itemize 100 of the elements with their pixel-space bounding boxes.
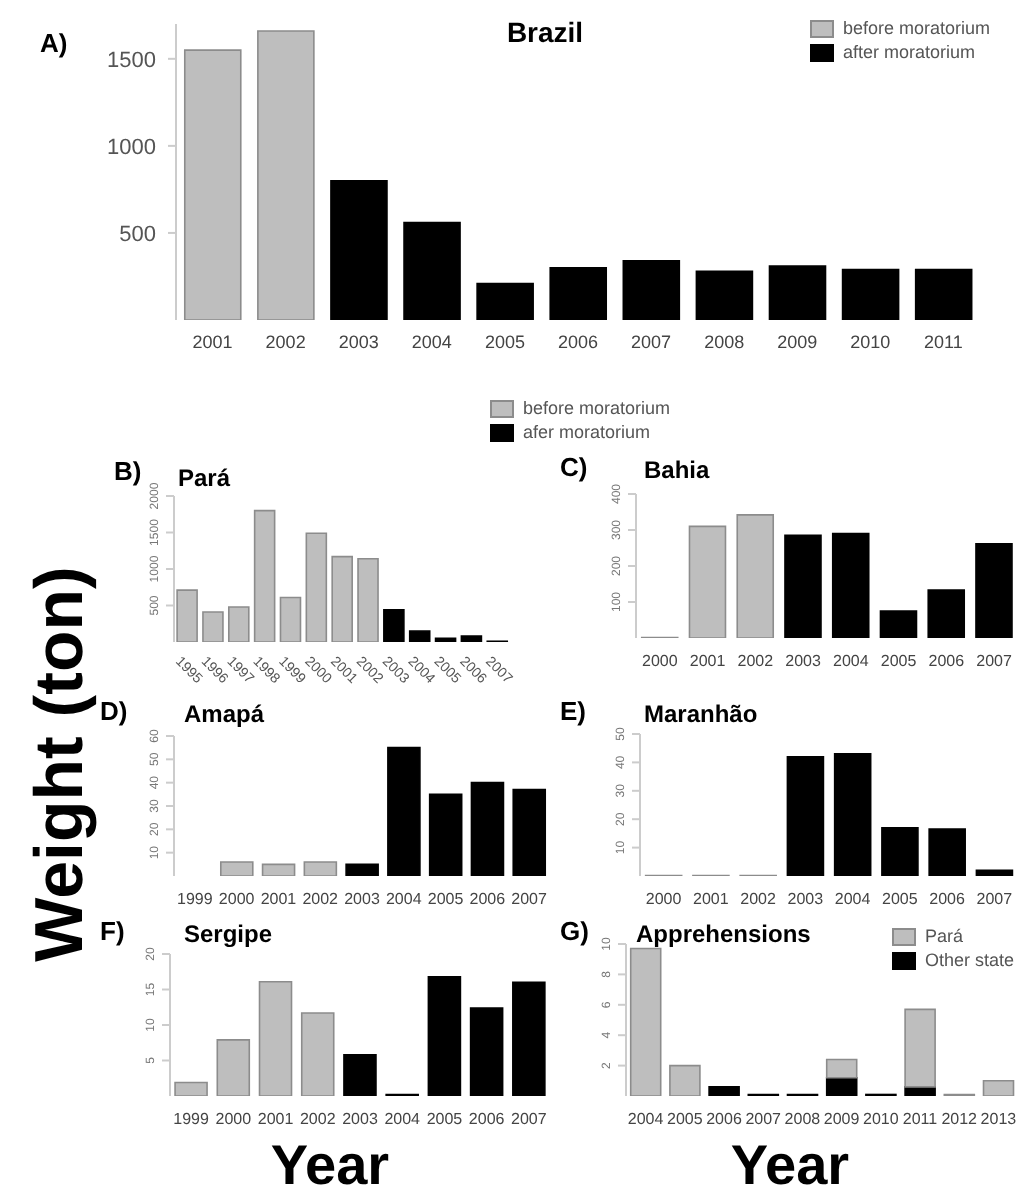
x-tick-label: 2000 [642,652,679,670]
bar [975,869,1014,876]
x-tick-label: 2001 [257,1110,295,1128]
x-tick-label: 2003 [342,1110,379,1128]
x-tick-label: 2005 [427,890,465,908]
bar [469,1007,504,1096]
bar [227,606,250,642]
bar [549,266,608,320]
bar [176,589,198,642]
chart-title: Maranhão [644,700,758,728]
x-tick-label: 2004 [627,1110,665,1128]
x-tick-label: 2009 [777,332,818,352]
y-tick-label: 1000 [107,135,156,160]
x-tick-label: 2011 [902,1110,939,1128]
x-tick-label: 2001 [689,652,727,670]
bar [403,221,461,320]
bar [512,788,547,876]
legend-label: after moratorium [840,40,977,64]
x-tick-label: 2003 [338,332,379,352]
x-tick-label: 2004 [384,1110,422,1128]
text: E) [560,696,586,726]
bar [383,609,405,642]
bar [408,630,431,642]
bar [470,781,505,876]
y-tick-label: 1500 [107,48,156,73]
bar [345,863,379,876]
x-tick-label: 2005 [882,890,919,908]
bar [300,1012,335,1096]
legend-label: before moratorium [520,396,670,420]
x-tick-label: 2004 [834,890,872,908]
bar [330,179,388,320]
x-tick-label: 2008 [784,1110,822,1128]
x-tick-label: 2004 [833,652,870,670]
x-tick-label: 2002 [737,652,775,670]
bar [219,861,254,876]
x-tick-label: 2007 [976,890,1014,908]
bar [427,975,462,1096]
chart-title: Brazil [506,16,584,48]
x-axis-title: Year [268,1134,392,1194]
chart-title: Amapá [184,700,265,728]
bar [841,268,900,320]
bar [305,532,328,642]
x-tick-label: 2012 [941,1110,979,1128]
bar [833,753,872,876]
x-axis-title: Year [728,1134,852,1194]
chart-title: Sergipe [184,920,273,948]
bar [982,1080,1015,1096]
bar [669,1064,701,1096]
bar [343,1054,377,1096]
x-tick-label: 2010 [850,332,891,352]
bar [708,1086,740,1096]
bar [253,509,276,642]
bar [914,268,973,320]
bar [476,282,534,320]
bar [784,534,822,638]
bar [928,828,966,876]
x-tick-label: 2004 [385,890,423,908]
x-tick-label: 2002 [299,1110,337,1128]
bar [428,793,463,876]
bar [927,589,966,638]
x-tick-label: 2008 [704,332,745,352]
text: A) [40,28,68,58]
x-tick-label: 2002 [265,332,306,352]
bar [622,260,681,320]
x-tick-label: 2006 [557,332,599,352]
bar [768,265,827,320]
bar [825,1058,858,1079]
bar [881,826,919,876]
bar [688,525,727,638]
bar [695,270,754,320]
legend-label: before moratorium [840,16,990,40]
bar [825,1076,858,1096]
x-tick-label: 2004 [411,332,452,352]
x-tick-label: 2005 [426,1110,464,1128]
x-tick-label: 2000 [645,890,683,908]
x-tick-label: 2013 [980,1110,1018,1128]
legend-label: Pará [922,924,965,948]
x-tick-label: 2000 [215,1110,253,1128]
bar [512,981,546,1096]
bar [387,746,421,876]
bar [216,1039,251,1096]
text: C) [560,452,588,482]
x-tick-label: 2010 [863,1110,900,1128]
bar [736,514,775,638]
x-tick-label: 2007 [976,652,1014,670]
x-tick-label: 2005 [667,1110,704,1128]
x-tick-label: 2002 [740,890,778,908]
x-tick-label: 2007 [511,1110,548,1128]
legend-label: afer moratorium [520,420,652,444]
x-tick-label: 2001 [192,332,233,352]
bar [879,610,918,638]
x-tick-label: 2001 [260,890,298,908]
bar [174,1081,208,1096]
bar [831,532,870,638]
x-tick-label: 2006 [929,890,967,908]
bar [261,863,296,876]
chart-title: Apprehensions [636,920,811,948]
x-tick-label: 2006 [928,652,966,670]
text: F) [100,916,125,946]
x-tick-label: 2006 [468,1110,506,1128]
